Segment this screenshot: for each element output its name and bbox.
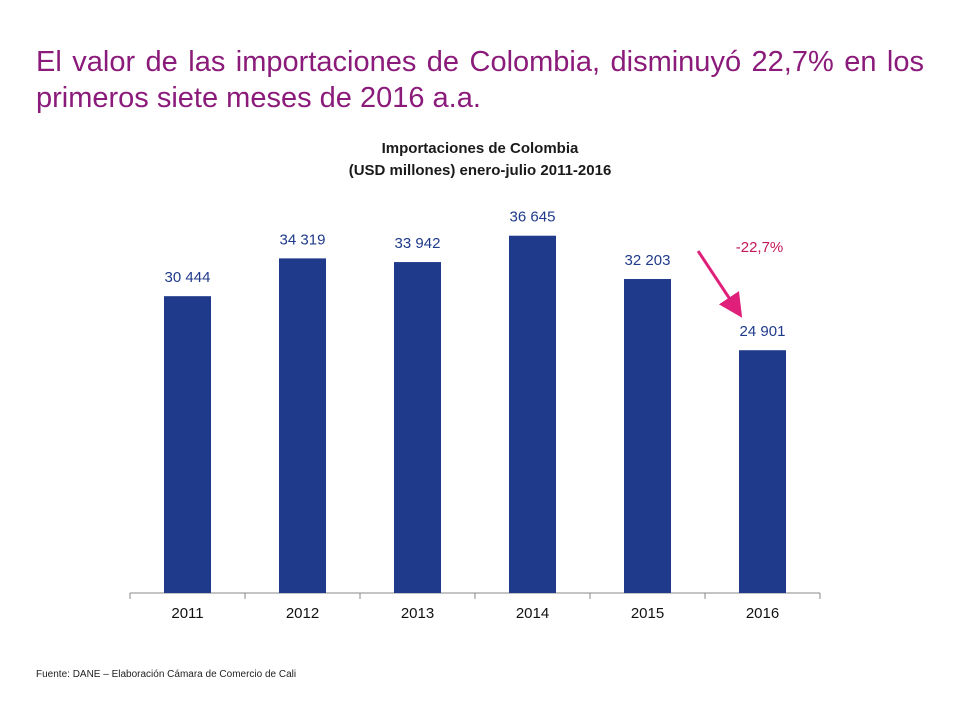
source-note: Fuente: DANE – Elaboración Cámara de Com… (36, 669, 297, 680)
x-tick-label: 2012 (286, 605, 319, 622)
headline: El valor de las importaciones de Colombi… (36, 46, 924, 114)
bar-chart: 30 444 2011 34 319 2012 33 942 2013 36 645 2014… (129, 209, 821, 622)
bar (624, 279, 671, 593)
bar-value-label: 36 645 (510, 209, 556, 226)
bar (394, 262, 441, 593)
chart-subtitle: (USD millones) enero-julio 2011-2016 (348, 162, 612, 179)
bar (739, 350, 786, 593)
bar (164, 296, 211, 593)
chart-title: Importaciones de Colombia (381, 140, 579, 157)
x-tick-label: 2011 (171, 605, 203, 622)
bar-value-label: 30 444 (165, 269, 211, 286)
bar-value-label: 34 319 (280, 231, 326, 248)
bar (509, 235, 556, 593)
bar-value-label: 32 203 (625, 252, 671, 269)
change-percent-label: -22,7% (736, 239, 784, 256)
x-tick-label: 2016 (746, 605, 779, 622)
bar (279, 258, 326, 593)
bar-value-label: 24 901 (740, 323, 786, 340)
x-tick-label: 2014 (516, 605, 549, 622)
change-arrow (696, 250, 743, 318)
x-tick-label: 2013 (401, 605, 434, 622)
bar-value-label: 33 942 (395, 235, 441, 252)
x-tick-label: 2015 (631, 605, 664, 622)
